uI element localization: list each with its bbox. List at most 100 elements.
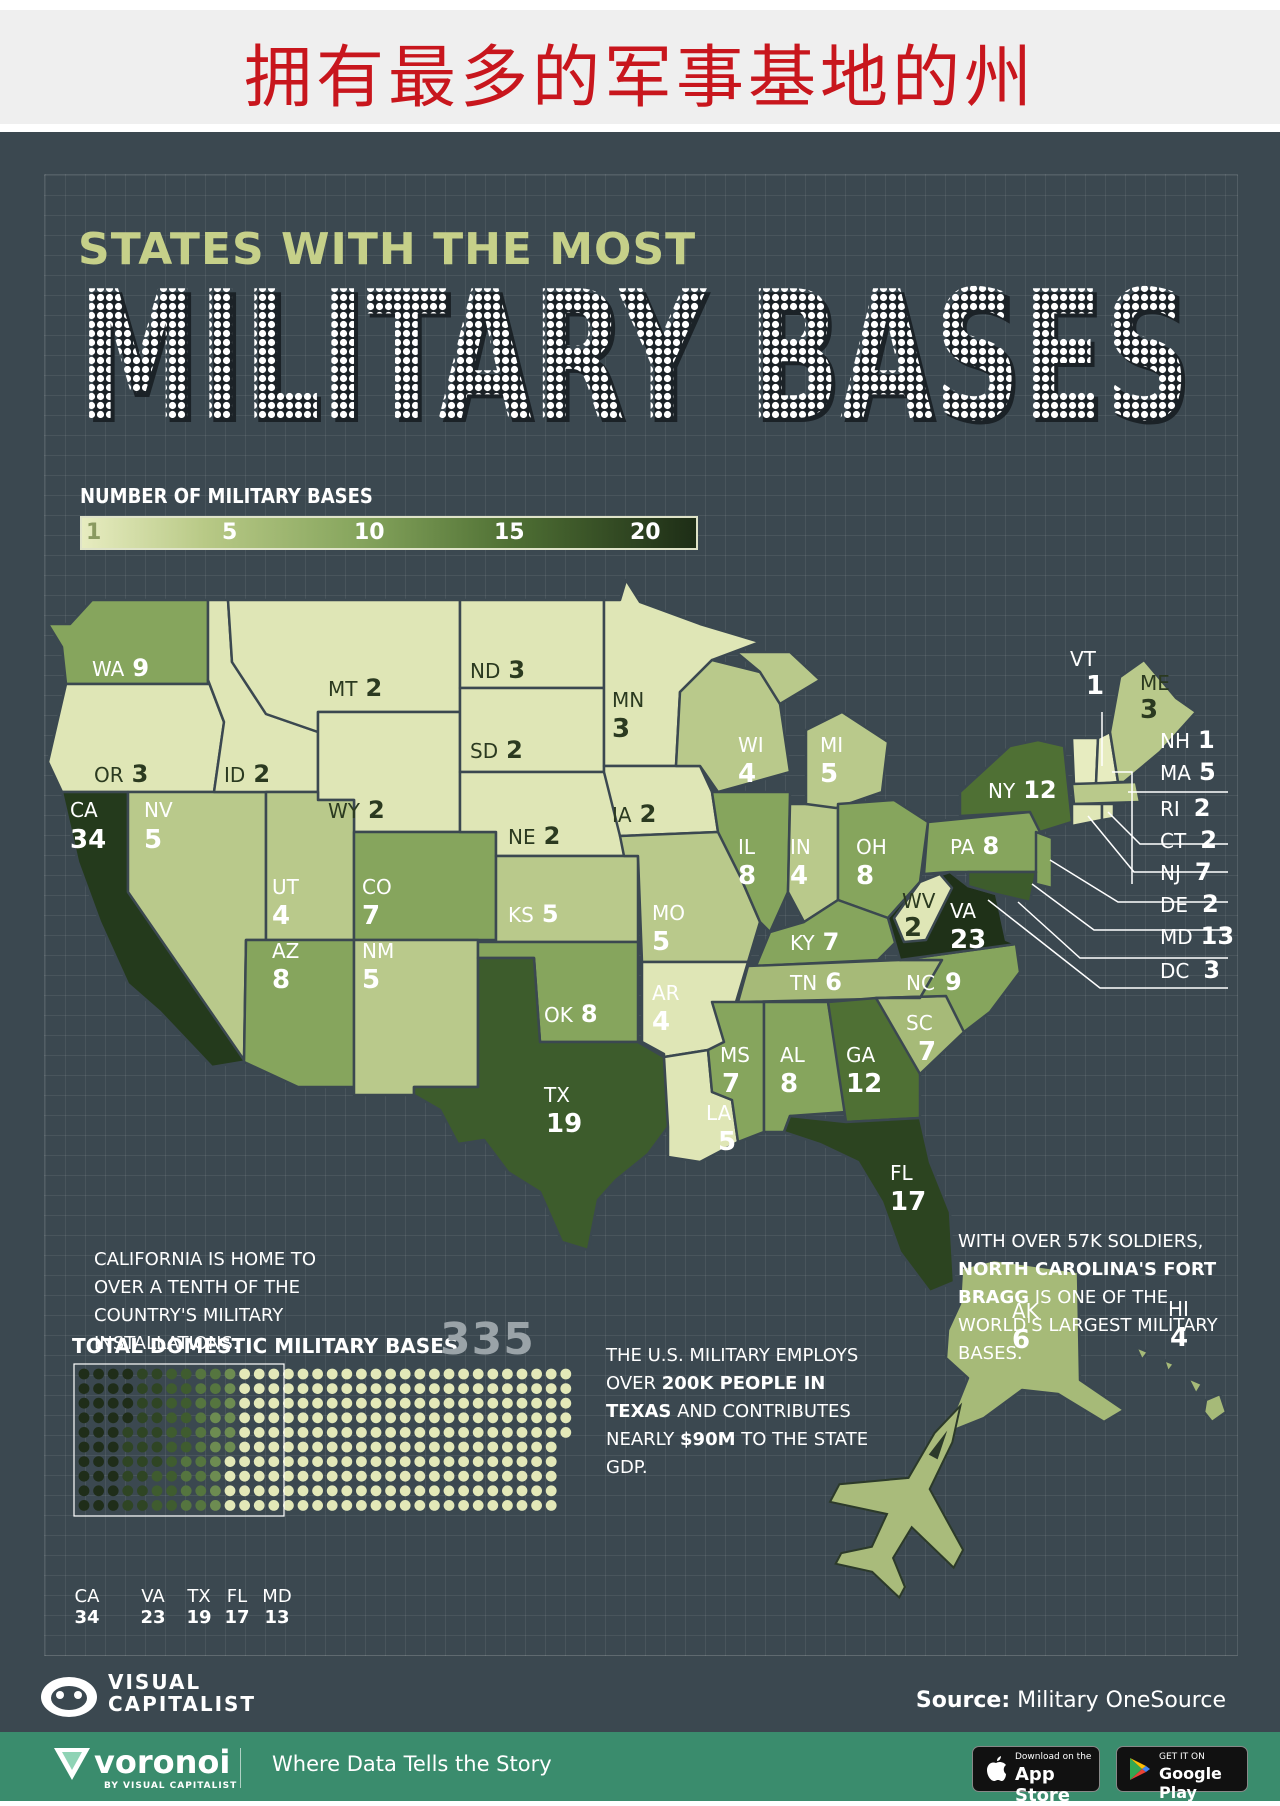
- waffle-dot: [370, 1485, 382, 1497]
- waffle-dot: [502, 1368, 513, 1380]
- label-or: OR 3: [94, 760, 148, 788]
- waffle-dot: [385, 1368, 396, 1380]
- waffle-dot: [210, 1397, 221, 1409]
- waffle-dot: [560, 1397, 572, 1409]
- waffle-dot: [253, 1383, 265, 1394]
- label-la-value: 5: [718, 1127, 736, 1157]
- waffle-dot: [195, 1383, 207, 1394]
- waffle-dot: [137, 1470, 148, 1482]
- waffle-dot: [385, 1441, 396, 1453]
- state-wv: [892, 872, 954, 944]
- waffle-dot: [78, 1500, 90, 1511]
- waffle-dot: [531, 1500, 542, 1511]
- waffle-dot: [297, 1485, 309, 1497]
- waffle-dot: [385, 1500, 396, 1511]
- waffle-dot: [472, 1368, 484, 1380]
- waffle-dot: [560, 1383, 572, 1394]
- waffle-dot: [224, 1412, 236, 1424]
- waffle-dot: [502, 1383, 513, 1394]
- waffle-dot: [239, 1368, 251, 1380]
- waffle-dot: [107, 1368, 119, 1380]
- waffle-dot: [107, 1427, 119, 1438]
- waffle-dot: [516, 1470, 528, 1482]
- label-tx-abbr: TX: [543, 1083, 570, 1107]
- waffle-dot: [443, 1383, 455, 1394]
- state-nj: [1034, 830, 1054, 890]
- waffle-dot: [458, 1485, 469, 1497]
- label-vt-abbr: VT: [1070, 647, 1097, 671]
- waffle-dot: [253, 1397, 265, 1409]
- waffle-dot: [107, 1383, 119, 1394]
- waffle-dot: [122, 1485, 134, 1497]
- google-play-button[interactable]: GET IT ON Google Play: [1116, 1746, 1248, 1802]
- label-ar-abbr: AR: [652, 981, 680, 1005]
- label-mi-value: 5: [820, 759, 838, 789]
- waffle-dot: [458, 1470, 469, 1482]
- app-store-button[interactable]: Download on the App Store: [972, 1746, 1100, 1806]
- waffle-dot: [458, 1456, 469, 1467]
- waffle-dot: [283, 1397, 294, 1409]
- waffle-dot: [283, 1500, 294, 1511]
- label-hi-abbr: HI: [1168, 1297, 1189, 1321]
- waffle-dot: [370, 1412, 382, 1424]
- waffle-dot: [545, 1470, 557, 1482]
- label-wi-value: 4: [738, 759, 756, 789]
- waffle-dot: [180, 1383, 192, 1394]
- waffle-dot: [326, 1470, 338, 1482]
- label-va-abbr: VA: [950, 899, 976, 923]
- label-nv-abbr: NV: [144, 798, 173, 822]
- waffle-dot: [268, 1397, 280, 1409]
- waffle-dot: [195, 1368, 207, 1380]
- waffle-dot: [356, 1412, 367, 1424]
- label-mn-value: 3: [612, 714, 630, 744]
- waffle-dot: [370, 1456, 382, 1467]
- waffle-dot: [502, 1412, 513, 1424]
- waffle-dot: [385, 1470, 396, 1482]
- waffle-dot: [297, 1441, 309, 1453]
- state-mi: [804, 710, 890, 810]
- label-ky: KY 7: [790, 928, 839, 956]
- waffle-dot: [180, 1456, 192, 1467]
- waffle-dot: [472, 1456, 484, 1467]
- waffle-dot: [545, 1427, 557, 1438]
- waffle-dot: [137, 1383, 148, 1394]
- waffle-dot: [341, 1397, 353, 1409]
- waffle-dot: [137, 1456, 148, 1467]
- waffle-dot: [195, 1485, 207, 1497]
- waffle-dot: [312, 1397, 323, 1409]
- waffle-dot: [472, 1470, 484, 1482]
- waffle-dot: [356, 1441, 367, 1453]
- waffle-dot: [487, 1383, 499, 1394]
- waffle-dot: [502, 1485, 513, 1497]
- waffle-dot: [253, 1427, 265, 1438]
- waffle-dot: [253, 1412, 265, 1424]
- label-az-abbr: AZ: [272, 939, 299, 963]
- waffle-dot: [545, 1412, 557, 1424]
- waffle-dot: [239, 1397, 251, 1409]
- label-ok: OK 8: [544, 1000, 598, 1028]
- label-wi-abbr: WI: [738, 733, 764, 757]
- label-pa: PA 8: [950, 832, 999, 860]
- waffle-dot: [356, 1368, 367, 1380]
- waffle-dot: [195, 1412, 207, 1424]
- waffle-dot: [195, 1470, 207, 1482]
- kicker-title: STATES WITH THE MOST: [78, 224, 697, 275]
- waffle-dot: [356, 1427, 367, 1438]
- waffle-dot: [516, 1397, 528, 1409]
- label-ca-abbr: CA: [70, 798, 98, 822]
- label-in-abbr: IN: [790, 835, 811, 859]
- waffle-dot: [487, 1441, 499, 1453]
- waffle-dot: [224, 1441, 236, 1453]
- label-ct: CT 2: [1160, 826, 1217, 854]
- waffle-dot: [151, 1427, 163, 1438]
- waffle-dot: [137, 1397, 148, 1409]
- waffle-dot: [516, 1383, 528, 1394]
- waffle-highlight-frame: [73, 1363, 285, 1517]
- label-ny: NY 12: [988, 776, 1057, 804]
- waffle-dot: [545, 1368, 557, 1380]
- waffle-dot: [531, 1397, 542, 1409]
- waffle-dot: [443, 1456, 455, 1467]
- label-mt: MT 2: [328, 674, 382, 702]
- label-oh-abbr: OH: [856, 835, 887, 859]
- waffle-dot: [312, 1368, 323, 1380]
